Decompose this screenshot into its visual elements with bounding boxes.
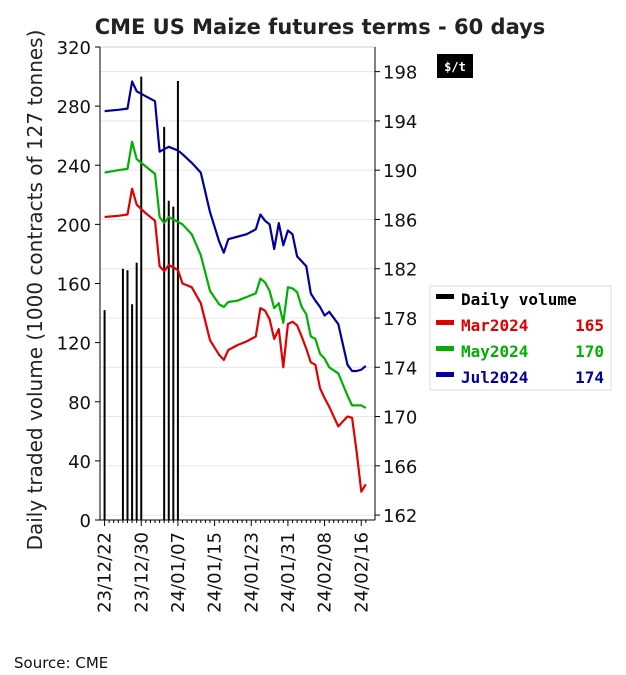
right-axis-ticks: 162 166 170 174 178 182 186 190 194 198 — [375, 63, 417, 527]
legend-swatch — [436, 320, 454, 325]
left-axis-ticks: 0 40 80 120 160 200 240 280 320 — [57, 38, 100, 532]
right-tick-label: 190 — [383, 161, 417, 182]
legend-value: 170 — [575, 342, 604, 361]
left-tick-label: 0 — [80, 511, 91, 532]
legend: Daily volume Mar2024 165 May2024 170 Jul2024 1… — [429, 285, 612, 391]
left-tick-label: 40 — [68, 452, 91, 473]
left-tick-label: 120 — [57, 334, 91, 355]
legend-swatch — [436, 294, 454, 299]
legend-swatch — [436, 372, 454, 377]
x-tick-label: 24/01/15 — [205, 532, 226, 613]
series-lines — [104, 80, 367, 493]
grid-lines — [100, 71, 375, 516]
x-tick-label: 23/12/22 — [95, 532, 116, 613]
series-line-may2024 — [104, 140, 367, 409]
volume-bars — [103, 76, 179, 520]
legend-label: Daily volume — [461, 290, 577, 309]
left-tick-label: 280 — [57, 97, 91, 118]
right-tick-label: 174 — [383, 358, 417, 379]
x-tick-label: 24/02/16 — [351, 532, 372, 613]
right-tick-label: 186 — [383, 210, 417, 231]
left-tick-label: 160 — [57, 275, 91, 296]
legend-label: May2024 — [461, 342, 528, 361]
right-tick-label: 170 — [383, 408, 417, 429]
x-tick-label: 24/01/31 — [278, 532, 299, 613]
legend-box — [429, 285, 612, 391]
source-note: Source: CME — [14, 654, 108, 672]
left-axis-label: Daily traded volume (1000 contracts of 1… — [23, 30, 47, 551]
x-tick-label: 24/02/08 — [315, 532, 336, 613]
legend-swatch — [436, 346, 454, 351]
left-tick-label: 320 — [57, 38, 91, 59]
chart-title: CME US Maize futures terms - 60 days — [95, 15, 546, 39]
right-tick-label: 182 — [383, 260, 417, 281]
legend-value: 165 — [575, 316, 604, 335]
plot-area — [99, 46, 376, 521]
x-tick-label: 23/12/30 — [131, 532, 152, 613]
x-axis-ticks: 23/12/22 23/12/30 24/01/07 24/01/15 24/01/23… — [95, 520, 372, 613]
x-tick-label: 24/01/23 — [241, 532, 262, 613]
left-tick-label: 200 — [57, 215, 91, 236]
legend-label: Jul2024 — [461, 368, 528, 387]
series-line-mar2024 — [104, 187, 367, 493]
right-tick-label: 198 — [383, 63, 417, 84]
right-tick-label: 194 — [383, 112, 417, 133]
right-tick-label: 178 — [383, 309, 417, 330]
unit-badge-text: $/t — [444, 60, 466, 74]
left-tick-label: 240 — [57, 156, 91, 177]
x-tick-label: 24/01/07 — [168, 532, 189, 613]
series-line-jul2024 — [104, 80, 367, 373]
right-tick-label: 166 — [383, 457, 417, 478]
unit-badge: $/t — [437, 54, 473, 78]
left-tick-label: 80 — [68, 393, 91, 414]
legend-label: Mar2024 — [461, 316, 528, 335]
legend-value: 174 — [575, 368, 604, 387]
right-tick-label: 162 — [383, 506, 417, 527]
